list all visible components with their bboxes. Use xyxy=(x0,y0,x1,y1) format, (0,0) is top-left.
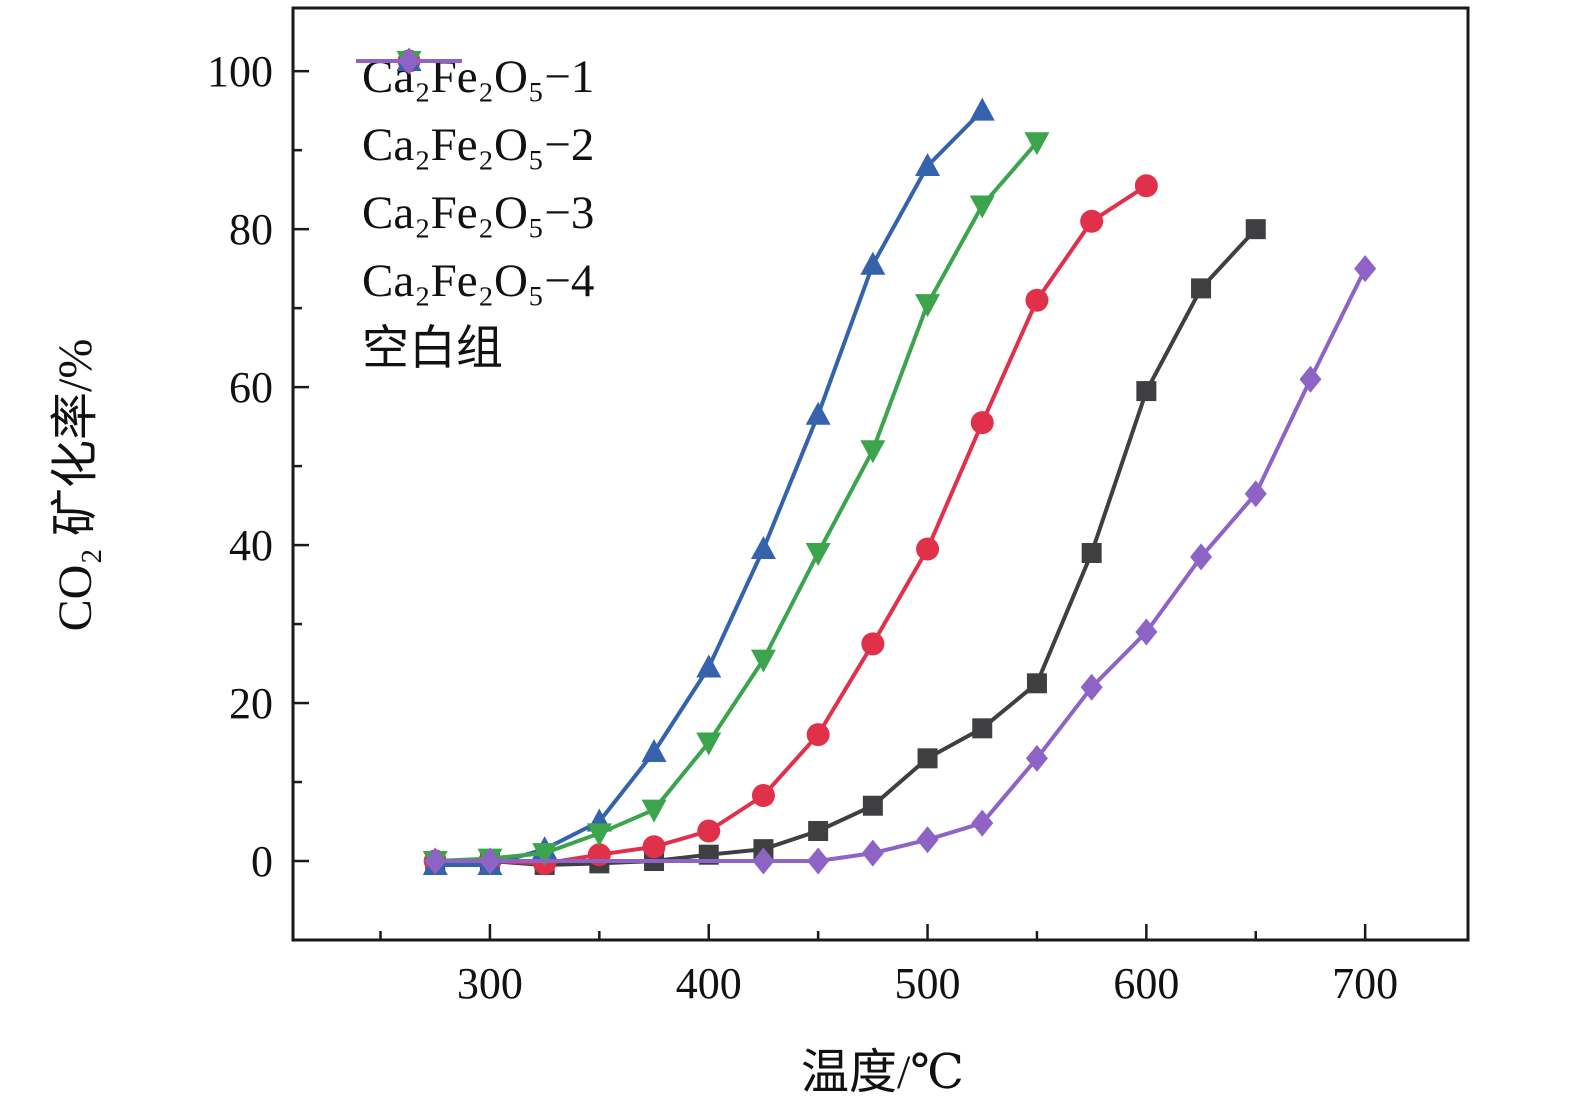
series-5 xyxy=(424,255,1377,875)
legend-label: Ca₂Fe₂O₅−2 xyxy=(362,118,595,171)
legend-label: Ca₂Fe₂O₅−4 xyxy=(362,254,595,307)
data-point-marker xyxy=(424,847,447,875)
x-tick-label: 700 xyxy=(1332,959,1398,1008)
data-point-marker xyxy=(1025,288,1049,312)
data-point-marker xyxy=(805,401,831,425)
data-point-marker xyxy=(1135,618,1158,646)
data-point-marker xyxy=(642,835,666,859)
x-tick-label: 400 xyxy=(676,959,742,1008)
data-point-marker xyxy=(641,739,667,763)
data-point-marker xyxy=(1299,365,1322,393)
data-point-marker xyxy=(805,542,831,566)
plot-frame xyxy=(291,6,1470,942)
data-point-marker xyxy=(750,649,776,673)
y-tick-label: 0 xyxy=(251,837,273,886)
data-point-marker xyxy=(586,823,612,847)
data-point-marker xyxy=(917,748,938,769)
data-point-marker xyxy=(1244,480,1267,508)
data-point-marker xyxy=(860,440,886,464)
data-point-marker xyxy=(970,411,994,435)
data-point-marker xyxy=(971,809,994,837)
data-point-marker xyxy=(641,799,667,823)
data-point-marker xyxy=(1190,543,1213,571)
y-tick-label: 80 xyxy=(229,205,273,254)
data-point-marker xyxy=(696,654,722,678)
data-point-marker xyxy=(806,723,830,747)
x-tick-label: 500 xyxy=(895,959,961,1008)
chart-legend: Ca₂Fe₂O₅−1 Ca₂Fe₂O₅−2 Ca₂Fe₂O₅−3 Ca₂Fe₂O₅−4… xyxy=(352,44,594,382)
data-point-marker xyxy=(1354,255,1377,283)
data-point-marker xyxy=(478,847,501,875)
data-point-marker xyxy=(915,294,941,318)
data-point-marker xyxy=(915,152,941,176)
x-tick-label: 600 xyxy=(1113,959,1179,1008)
x-axis-label: 温度/℃ xyxy=(800,1046,965,1099)
data-point-marker xyxy=(750,536,776,560)
y-tick-labels: 0 20 40 60 80 100 xyxy=(207,47,273,886)
data-point-marker xyxy=(1026,673,1047,694)
series-line xyxy=(433,227,1258,867)
legend-item: Ca₂Fe₂O₅−4 xyxy=(352,51,595,314)
x-tick-labels: 300 400 500 600 700 xyxy=(457,959,1398,1008)
legend-key-diamond-icon xyxy=(356,47,462,75)
data-point-marker xyxy=(862,795,883,816)
data-point-marker xyxy=(1191,278,1212,299)
series-line xyxy=(433,140,1039,863)
y-tick-label: 100 xyxy=(207,47,273,96)
data-point-marker xyxy=(1080,673,1103,701)
data-point-marker xyxy=(808,821,829,842)
data-point-marker xyxy=(916,537,940,561)
y-tick-label: 40 xyxy=(229,521,273,570)
data-point-marker xyxy=(696,732,722,756)
data-point-marker xyxy=(807,847,830,875)
y-tick-label: 60 xyxy=(229,363,273,412)
data-point-marker xyxy=(861,632,885,656)
y-tick-label: 20 xyxy=(229,679,273,728)
y-axis-label: CO₂ 矿化率/% xyxy=(49,338,102,632)
data-point-marker xyxy=(1245,219,1266,240)
data-point-marker xyxy=(1024,132,1050,156)
data-point-marker xyxy=(916,826,939,854)
data-point-marker xyxy=(1080,209,1104,233)
data-point-marker xyxy=(1081,542,1102,563)
data-point-marker xyxy=(752,847,775,875)
legend-label: 空白组 xyxy=(362,322,503,375)
data-point-marker xyxy=(861,839,884,867)
legend-item: Ca₂Fe₂O₅−2 xyxy=(352,49,595,178)
data-point-marker xyxy=(1025,744,1048,772)
data-point-marker xyxy=(860,251,886,275)
legend-item: Ca₂Fe₂O₅−3 xyxy=(352,48,595,246)
data-point-marker xyxy=(751,783,775,807)
data-point-marker xyxy=(1134,174,1158,198)
data-point-marker xyxy=(697,819,721,843)
legend-item: 空白组 xyxy=(352,47,594,382)
data-point-marker xyxy=(1136,381,1157,402)
data-point-marker xyxy=(972,718,993,739)
x-tick-label: 300 xyxy=(457,959,523,1008)
data-point-marker xyxy=(532,843,558,867)
data-point-marker xyxy=(969,97,995,121)
legend-label: Ca₂Fe₂O₅−3 xyxy=(362,186,595,239)
data-point-marker xyxy=(398,47,420,75)
data-point-marker xyxy=(969,195,995,219)
